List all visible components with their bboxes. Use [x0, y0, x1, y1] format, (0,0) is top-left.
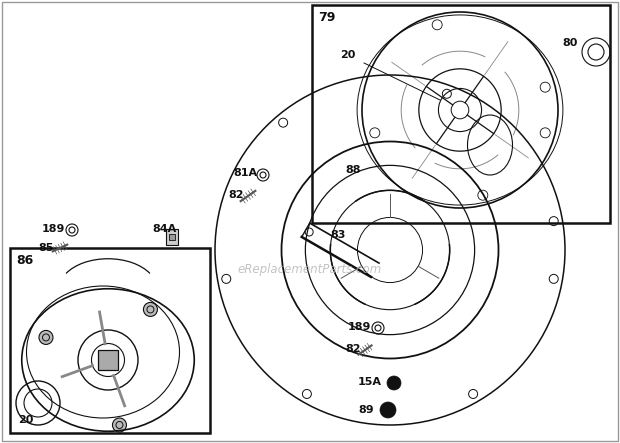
Text: 89: 89 — [358, 405, 374, 415]
Circle shape — [39, 330, 53, 344]
Bar — [312, 5, 610, 223]
Text: 82: 82 — [345, 344, 360, 354]
Circle shape — [112, 418, 126, 432]
Circle shape — [387, 376, 401, 390]
Text: 189: 189 — [42, 224, 65, 234]
Text: 20: 20 — [340, 50, 355, 60]
Text: 15A: 15A — [358, 377, 382, 387]
Bar — [10, 248, 210, 433]
Text: 82: 82 — [228, 190, 244, 200]
Bar — [166, 229, 177, 245]
Circle shape — [143, 303, 157, 316]
Text: 79: 79 — [318, 11, 335, 24]
Text: 80: 80 — [562, 38, 578, 48]
Text: 86: 86 — [16, 254, 33, 267]
Text: 20: 20 — [18, 415, 33, 425]
Bar — [169, 234, 175, 240]
Text: 189: 189 — [348, 322, 371, 332]
Text: 84A: 84A — [152, 224, 176, 234]
Text: eReplacementParts.com: eReplacementParts.com — [238, 264, 382, 276]
Circle shape — [380, 402, 396, 418]
Bar — [98, 350, 118, 370]
Text: 85: 85 — [38, 243, 53, 253]
Text: 81A: 81A — [233, 168, 257, 178]
Text: 88: 88 — [345, 165, 360, 175]
Text: 83: 83 — [330, 230, 345, 240]
